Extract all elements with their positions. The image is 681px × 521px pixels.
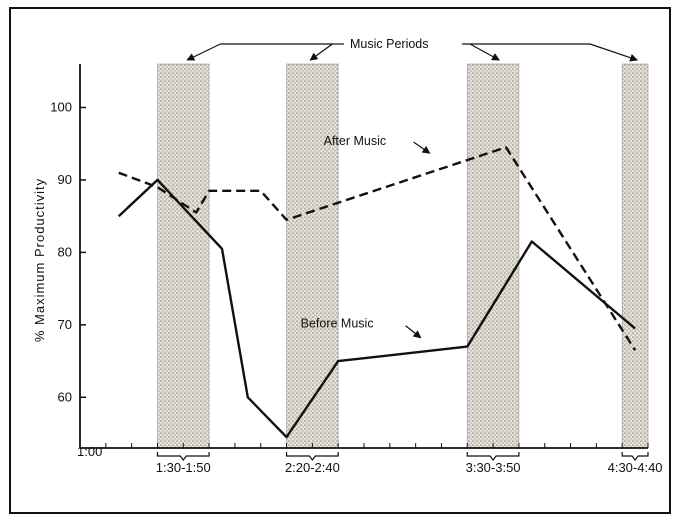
- x-start-tick-label: 1:00: [77, 444, 102, 459]
- y-tick-label-90: 90: [58, 172, 72, 187]
- series-label-before-music: Before Music: [301, 317, 374, 331]
- axes: [79, 64, 649, 449]
- before-music-arrow: [405, 325, 422, 339]
- x-tick-label-3: 3:30-3:50: [466, 460, 521, 475]
- labels: 1:30-1:50 2:20-2:40 3:30-3:50 4:30-4:40 60 70…: [50, 43, 663, 475]
- y-tick-label-60: 60: [58, 389, 72, 404]
- music-period-band-3: [466, 63, 520, 449]
- y-tick-label-100: 100: [50, 99, 72, 114]
- mp-arrow-3: [469, 43, 500, 61]
- chart-frame: [9, 7, 671, 514]
- series-line-before-music: [117, 178, 636, 439]
- series-lines: [117, 146, 637, 439]
- y-axis-label: % Maximum Productivity: [32, 178, 47, 342]
- period-bracket-3: [466, 452, 520, 461]
- mp-arrow-2: [309, 43, 333, 61]
- music-period-bands: [156, 63, 649, 461]
- x-tick-label-4: 4:30-4:40: [608, 460, 663, 475]
- x-tick-label-2: 2:20-2:40: [285, 460, 340, 475]
- period-bracket-2: [285, 452, 339, 461]
- music-period-band-2: [286, 63, 339, 449]
- music-period-band-1: [157, 63, 210, 449]
- music-period-band-4: [621, 63, 649, 449]
- after-music-arrow: [413, 141, 431, 154]
- mp-arrow-4: [589, 43, 639, 62]
- series-label-after-music: After Music: [324, 134, 387, 148]
- period-bracket-1: [156, 452, 210, 461]
- x-tick-label-1: 1:30-1:50: [156, 460, 211, 475]
- mp-arrow-1: [186, 43, 221, 61]
- music-periods-label: Music Periods: [350, 37, 429, 51]
- period-bracket-4: [621, 452, 649, 461]
- series-line-after-music: [118, 146, 637, 351]
- y-tick-label-80: 80: [58, 244, 72, 259]
- y-tick-label-70: 70: [58, 317, 72, 332]
